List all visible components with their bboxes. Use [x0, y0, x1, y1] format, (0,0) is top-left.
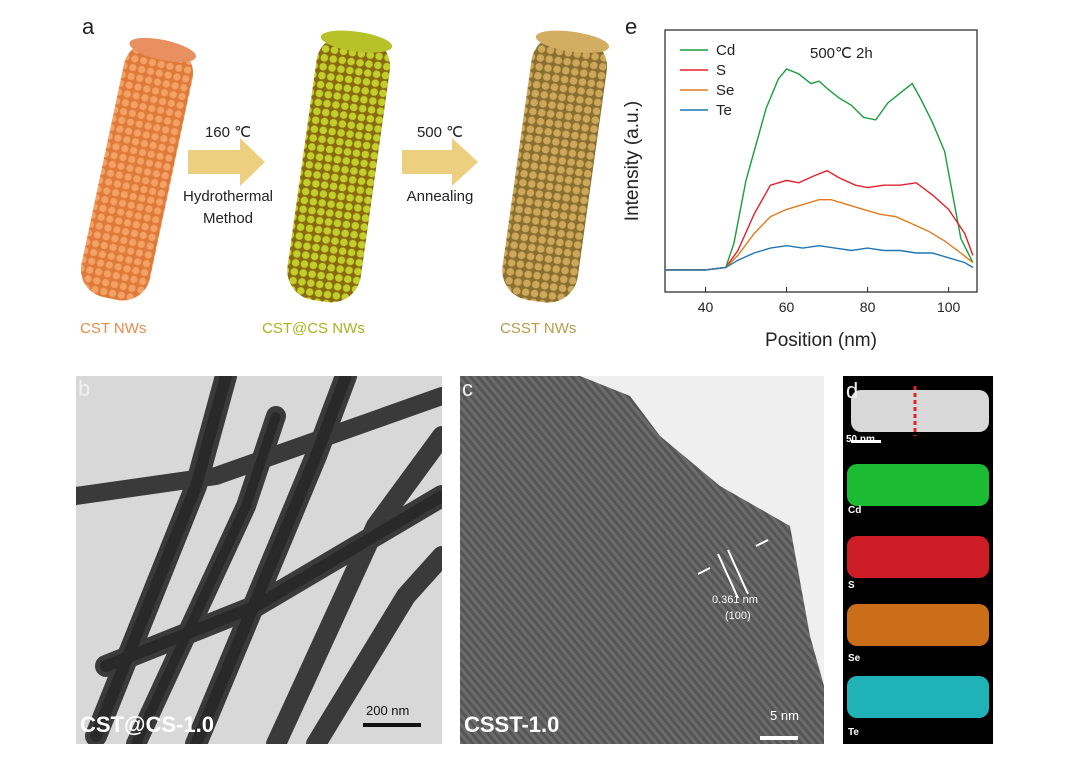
x-tick-label: 100	[937, 299, 961, 315]
haadf-image	[851, 390, 989, 432]
panel-b-sample-label: CST@CS-1.0	[80, 712, 214, 737]
legend-label-se: Se	[716, 82, 734, 99]
panel-e-letter: e	[625, 14, 638, 39]
nw-label-cst: CST NWs	[80, 320, 147, 337]
legend-label-s: S	[716, 62, 726, 79]
x-tick-label: 60	[779, 299, 795, 315]
nw-label-cst-cs: CST@CS NWs	[262, 320, 365, 337]
x-tick-label: 40	[698, 299, 714, 315]
cst-nanowire	[80, 37, 197, 301]
step1-line2: Method	[202, 210, 254, 227]
panel-c-letter: c	[462, 376, 473, 401]
series-line-s	[665, 169, 974, 271]
panel-c-scale-text: 5 nm	[770, 708, 799, 723]
chart-annotation: 500℃ 2h	[810, 45, 873, 62]
x-axis-label: Position (nm)	[765, 330, 877, 351]
panel-b-letter: b	[78, 376, 91, 401]
map-label-te: Te	[848, 727, 859, 738]
panel-c-hrtem-image	[460, 376, 824, 744]
panel-a-letter: a	[82, 14, 95, 39]
scale-bar-c	[760, 736, 798, 740]
panel-b-scale-text: 200 nm	[366, 703, 410, 718]
legend-label-cd: Cd	[716, 42, 735, 59]
panel-a-schematic	[80, 30, 610, 303]
scale-bar-d	[851, 440, 881, 443]
y-axis-label: Intensity (a.u.)	[622, 101, 643, 221]
panel-c-sample-label: CSST-1.0	[464, 712, 560, 737]
arrow-2	[402, 138, 478, 186]
map-s	[847, 536, 989, 578]
nw-label-csst: CSST NWs	[500, 320, 577, 337]
step2-temp: 500 ℃	[416, 124, 464, 141]
panel-d-letter: d	[846, 378, 859, 403]
step2-line1: Annealing	[406, 188, 474, 205]
scale-bar-b	[363, 723, 421, 727]
legend-label-te: Te	[716, 102, 732, 119]
step1-line1: Hydrothermal	[182, 188, 274, 205]
lattice-spacing: 0.361 nm	[712, 594, 758, 606]
map-label-se: Se	[848, 653, 861, 664]
series-line-te	[665, 244, 974, 271]
x-tick-label: 80	[860, 299, 876, 315]
cst-cs-nanowire	[287, 30, 393, 303]
csst-nanowire	[502, 30, 610, 303]
map-te	[847, 676, 989, 718]
panel-b-tem-image	[76, 376, 442, 744]
arrow-1	[188, 138, 265, 186]
series-line-se	[665, 198, 974, 271]
lattice-plane: (100)	[725, 610, 751, 622]
step1-temp: 160 ℃	[204, 124, 252, 141]
map-cd	[847, 464, 989, 506]
panel-d-eds-maps	[843, 376, 993, 744]
map-se	[847, 604, 989, 646]
plot-frame	[664, 29, 978, 293]
map-label-cd: Cd	[848, 505, 862, 516]
series-line-cd	[665, 68, 974, 271]
map-label-s: S	[848, 580, 855, 591]
panel-d-scale-text: 50 nm	[846, 434, 875, 445]
